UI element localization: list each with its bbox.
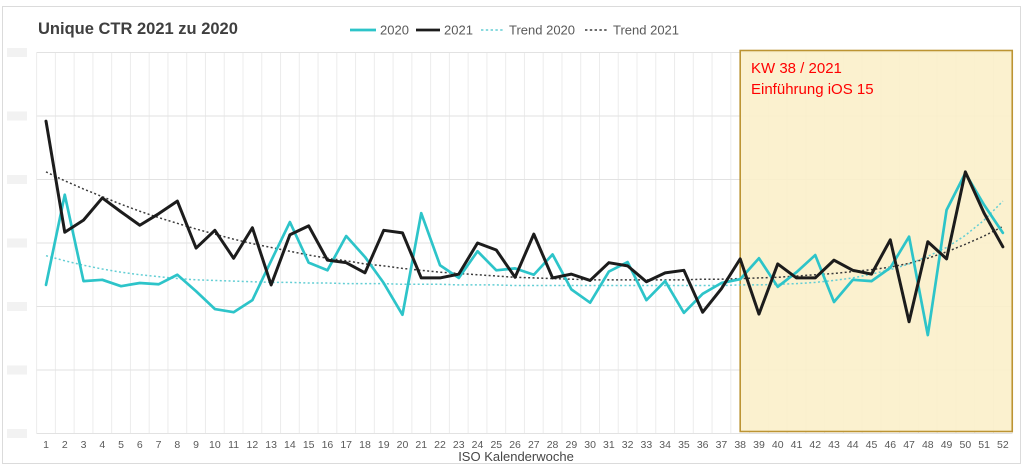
x-tick-week-30: 30 bbox=[584, 439, 596, 451]
x-tick-week-48: 48 bbox=[922, 439, 934, 451]
x-tick-week-20: 20 bbox=[397, 439, 409, 451]
x-tick-week-47: 47 bbox=[903, 439, 915, 451]
x-tick-week-38: 38 bbox=[734, 439, 746, 451]
x-tick-week-34: 34 bbox=[659, 439, 671, 451]
x-tick-week-10: 10 bbox=[209, 439, 221, 451]
x-tick-week-15: 15 bbox=[303, 439, 315, 451]
x-tick-week-41: 41 bbox=[791, 439, 803, 451]
legend-trend-2021-label: Trend 2021 bbox=[613, 23, 679, 38]
x-tick-week-40: 40 bbox=[772, 439, 784, 451]
x-tick-week-2: 2 bbox=[62, 439, 68, 451]
x-tick-week-22: 22 bbox=[434, 439, 446, 451]
x-tick-week-1: 1 bbox=[43, 439, 49, 451]
x-tick-week-25: 25 bbox=[490, 439, 502, 451]
x-axis-title: ISO Kalenderwoche bbox=[458, 449, 574, 464]
x-tick-week-35: 35 bbox=[678, 439, 690, 451]
data-series bbox=[44, 119, 1005, 337]
annotation: KW 38 / 2021 Einführung iOS 15 bbox=[751, 60, 874, 98]
x-tick-week-24: 24 bbox=[472, 439, 484, 451]
x-tick-week-39: 39 bbox=[753, 439, 765, 451]
x-tick-week-14: 14 bbox=[284, 439, 296, 451]
legend-2020-label: 2020 bbox=[380, 23, 409, 38]
chart-frame bbox=[2, 6, 1021, 464]
x-tick-week-6: 6 bbox=[137, 439, 143, 451]
legend-2021-label: 2021 bbox=[444, 23, 473, 38]
x-tick-week-26: 26 bbox=[509, 439, 521, 451]
x-tick-week-33: 33 bbox=[641, 439, 653, 451]
x-tick-week-46: 46 bbox=[884, 439, 896, 451]
y-axis-redacted-labels bbox=[7, 48, 27, 438]
x-tick-week-44: 44 bbox=[847, 439, 859, 451]
x-tick-week-29: 29 bbox=[565, 439, 577, 451]
legend-trend-2020-label: Trend 2020 bbox=[509, 23, 575, 38]
x-tick-week-28: 28 bbox=[547, 439, 559, 451]
x-tick-week-5: 5 bbox=[118, 439, 124, 451]
x-tick-week-21: 21 bbox=[415, 439, 427, 451]
x-tick-week-31: 31 bbox=[603, 439, 615, 451]
highlight-region bbox=[739, 49, 1014, 433]
x-tick-week-27: 27 bbox=[528, 439, 540, 451]
legend: 2020 2021 Trend 2020 Trend 2021 bbox=[350, 23, 679, 38]
x-axis-tick-labels: 1 2 3 4 5 6 7 8 9 10 11 12 13 14 15 16 17 18 19 20 21 22 23 24 2… bbox=[43, 439, 1009, 451]
x-tick-week-50: 50 bbox=[959, 439, 971, 451]
x-tick-week-23: 23 bbox=[453, 439, 465, 451]
x-tick-week-11: 11 bbox=[228, 439, 239, 451]
chart-title: Unique CTR 2021 zu 2020 bbox=[38, 20, 238, 38]
x-tick-week-19: 19 bbox=[378, 439, 390, 451]
x-tick-week-12: 12 bbox=[247, 439, 259, 451]
x-tick-week-7: 7 bbox=[156, 439, 162, 451]
x-tick-week-32: 32 bbox=[622, 439, 634, 451]
x-tick-week-16: 16 bbox=[322, 439, 334, 451]
x-tick-week-37: 37 bbox=[716, 439, 728, 451]
x-tick-week-17: 17 bbox=[340, 439, 352, 451]
x-tick-week-36: 36 bbox=[697, 439, 709, 451]
annotation-line1: KW 38 / 2021 bbox=[751, 60, 842, 77]
annotation-line2: Einführung iOS 15 bbox=[751, 81, 874, 98]
x-tick-week-49: 49 bbox=[941, 439, 953, 451]
x-tick-week-3: 3 bbox=[81, 439, 87, 451]
x-tick-week-43: 43 bbox=[828, 439, 840, 451]
x-tick-week-51: 51 bbox=[978, 439, 990, 451]
x-tick-week-42: 42 bbox=[809, 439, 821, 451]
x-tick-week-8: 8 bbox=[174, 439, 180, 451]
x-tick-week-4: 4 bbox=[99, 439, 105, 451]
x-tick-week-9: 9 bbox=[193, 439, 199, 451]
x-tick-week-18: 18 bbox=[359, 439, 371, 451]
x-tick-week-13: 13 bbox=[265, 439, 277, 451]
x-tick-week-52: 52 bbox=[997, 439, 1009, 451]
x-tick-week-45: 45 bbox=[866, 439, 878, 451]
